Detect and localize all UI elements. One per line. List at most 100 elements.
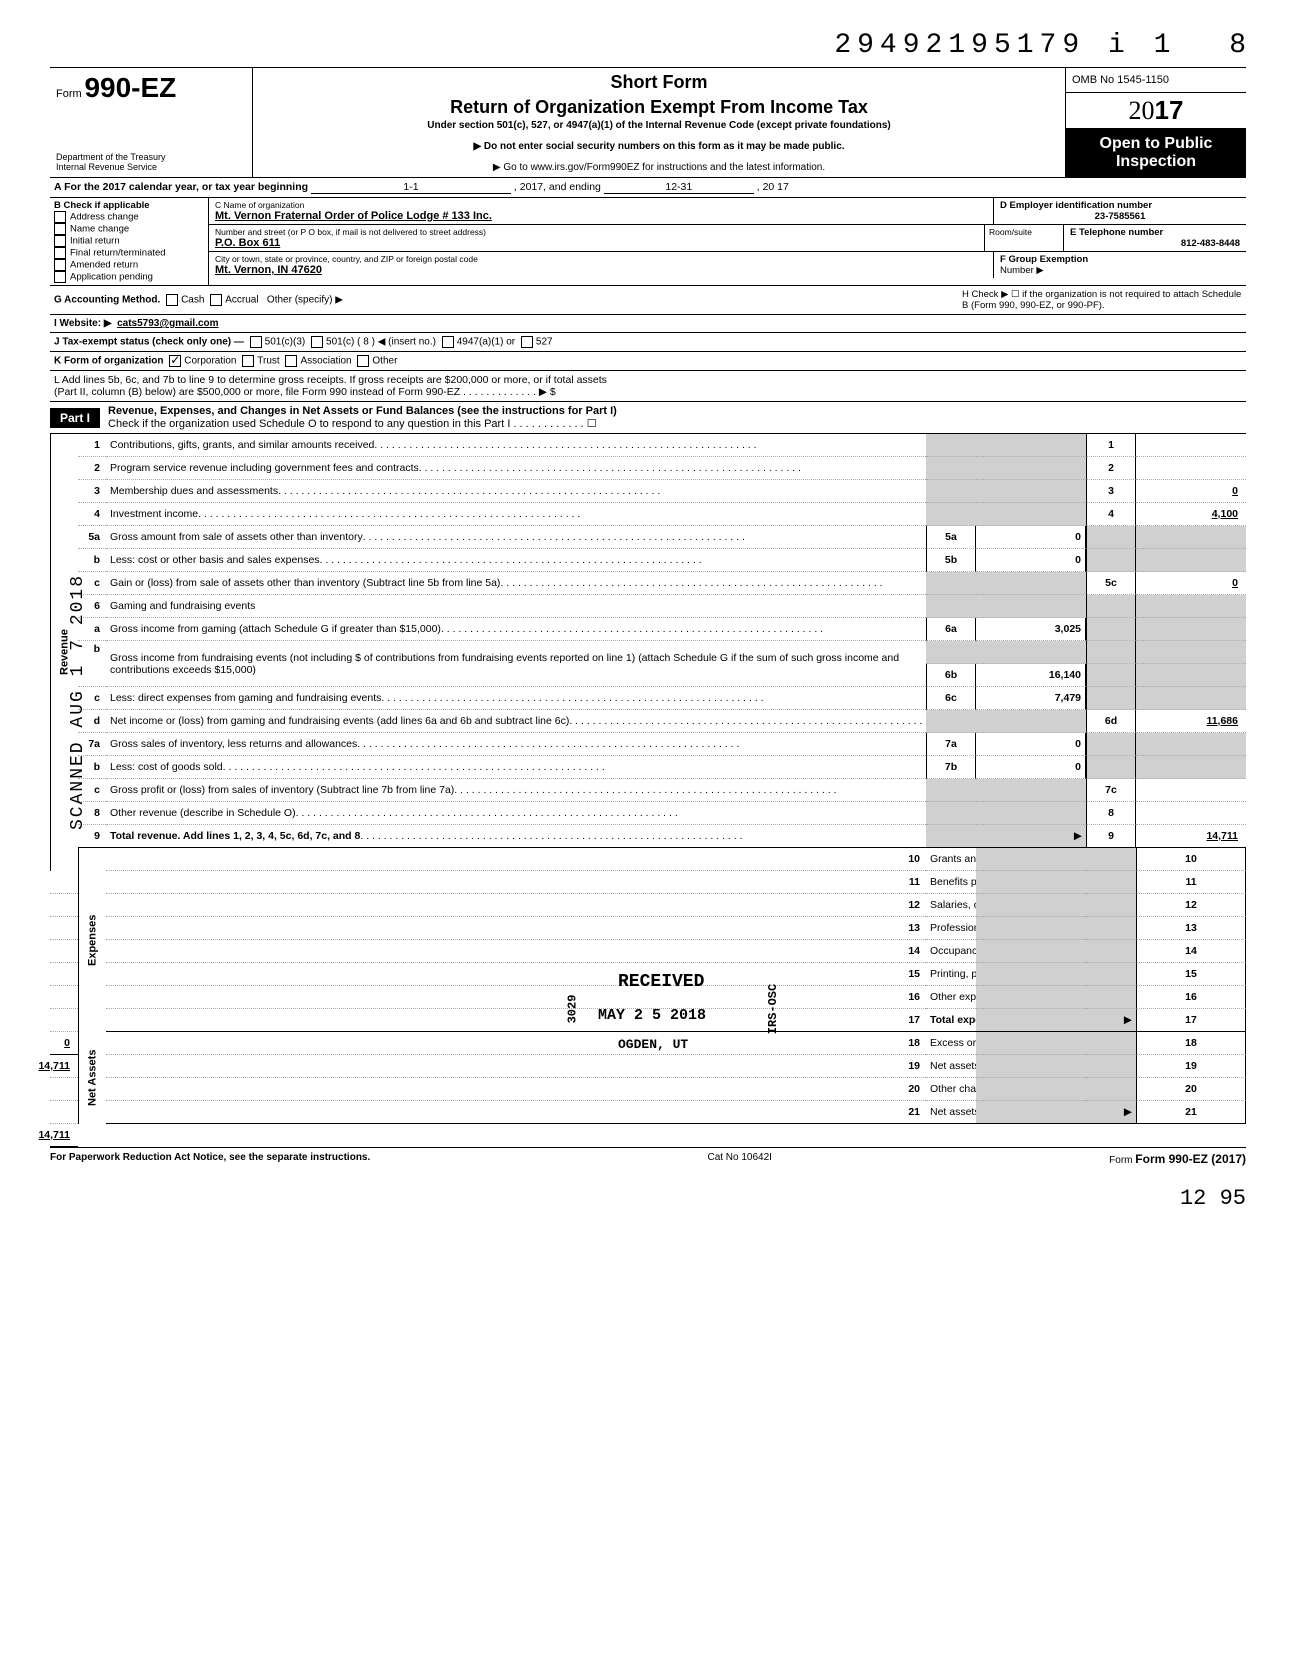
open-line1: Open to Public <box>1068 135 1244 153</box>
amt-2[interactable] <box>1136 457 1246 480</box>
chk-501c[interactable] <box>311 336 323 348</box>
arrow-9: ▶ <box>976 825 1086 848</box>
amt-20[interactable] <box>50 1101 78 1124</box>
amt-21[interactable]: 14,711 <box>50 1124 78 1147</box>
amt-19[interactable] <box>50 1078 78 1101</box>
short-form-title: Short Form <box>261 72 1057 93</box>
ln-1: 1 <box>78 434 106 457</box>
amt-7c[interactable] <box>1136 779 1246 802</box>
box-13: 13 <box>1136 917 1246 940</box>
part-1-title-block: Revenue, Expenses, and Changes in Net As… <box>100 402 625 433</box>
desc-18: Excess or (deficit) for the year (Subtra… <box>926 1032 976 1055</box>
chk-4947[interactable] <box>442 336 454 348</box>
amt-3[interactable]: 0 <box>1136 480 1246 503</box>
subamt-5b[interactable]: 0 <box>976 549 1086 572</box>
amt-11[interactable] <box>50 894 78 917</box>
amt-17[interactable]: 0 <box>50 1032 78 1055</box>
row-i-label: I Website: ▶ <box>54 318 112 329</box>
website-value[interactable]: cats5793@gmail.com <box>117 318 218 329</box>
org-name[interactable]: Mt. Vernon Fraternal Order of Police Lod… <box>215 210 987 222</box>
room-label: Room/suite <box>989 227 1059 237</box>
chk-501c3[interactable] <box>250 336 262 348</box>
sub-5b: 5b <box>926 549 976 572</box>
subamt-6c[interactable]: 7,479 <box>976 687 1086 710</box>
desc-11: Benefits paid to or for members <box>926 871 976 894</box>
year-prefix: 20 <box>1129 96 1155 125</box>
box-9: 9 <box>1086 825 1136 848</box>
city-value[interactable]: Mt. Vernon, IN 47620 <box>215 264 987 276</box>
ein-value[interactable]: 23-7585561 <box>1000 211 1240 222</box>
header-left: Form 990-EZ Department of the Treasury I… <box>50 68 253 177</box>
amt-5c[interactable]: 0 <box>1136 572 1246 595</box>
chk-527[interactable] <box>521 336 533 348</box>
amt-14[interactable] <box>50 963 78 986</box>
chk-address-change[interactable]: Address change <box>54 211 204 223</box>
ln-2: 2 <box>78 457 106 480</box>
form-prefix: Form <box>56 88 82 100</box>
street-cell: Number and street (or P O box, if mail i… <box>209 225 984 251</box>
subamt-6b[interactable]: 16,140 <box>976 664 1086 687</box>
street-value[interactable]: P.O. Box 611 <box>215 237 978 249</box>
desc-17: Total expenses. Add lines 10 through 16 <box>926 1009 976 1032</box>
desc-20: Other changes in net assets or fund bala… <box>926 1078 976 1101</box>
row-a-end[interactable]: 12-31 <box>604 181 754 194</box>
chk-trust[interactable] <box>242 355 254 367</box>
amt-15[interactable] <box>50 986 78 1009</box>
box-20: 20 <box>1136 1078 1246 1101</box>
amt-6d[interactable]: 11,686 <box>1136 710 1246 733</box>
amt-8[interactable] <box>1136 802 1246 825</box>
sub-6a: 6a <box>926 618 976 641</box>
amt-13[interactable] <box>50 940 78 963</box>
amt-9[interactable]: 14,711 <box>1136 825 1246 848</box>
desc-6d: Net income or (loss) from gaming and fun… <box>106 710 926 733</box>
subamt-6a[interactable]: 3,025 <box>976 618 1086 641</box>
chk-corporation[interactable] <box>169 355 181 367</box>
subamt-7a[interactable]: 0 <box>976 733 1086 756</box>
chk-accrual[interactable] <box>210 294 222 306</box>
omb-number: OMB No 1545-1150 <box>1066 68 1246 93</box>
box-16: 16 <box>1136 986 1246 1009</box>
chk-final-return[interactable]: Final return/terminated <box>54 247 204 259</box>
part-1-header: Part I Revenue, Expenses, and Changes in… <box>50 401 1246 434</box>
group-number-label: Number ▶ <box>1000 265 1240 276</box>
subamt-7b[interactable]: 0 <box>976 756 1086 779</box>
desc-15: Printing, publications, postage, and shi… <box>926 963 976 986</box>
header-center: Short Form Return of Organization Exempt… <box>253 68 1065 177</box>
box-14: 14 <box>1136 940 1246 963</box>
chk-amended-return[interactable]: Amended return <box>54 259 204 271</box>
box-5c: 5c <box>1086 572 1136 595</box>
amt-18[interactable]: 14,711 <box>50 1055 78 1078</box>
ln-17: 17 <box>106 1009 926 1032</box>
row-l-line2: (Part II, column (B) below) are $500,000… <box>54 386 1242 398</box>
tel-value[interactable]: 812-483-8448 <box>1070 238 1240 249</box>
subamt-5a[interactable]: 0 <box>976 526 1086 549</box>
amt-10[interactable] <box>50 871 78 894</box>
ln-16: 16 <box>106 986 926 1009</box>
desc-6: Gaming and fundraising events <box>106 595 926 618</box>
row-a-begin[interactable]: 1-1 <box>311 181 511 194</box>
chk-name-change[interactable]: Name change <box>54 223 204 235</box>
chk-application-pending[interactable]: Application pending <box>54 271 204 283</box>
header-right: OMB No 1545-1150 2017 Open to Public Ins… <box>1065 68 1246 177</box>
desc-14: Occupancy, rent, utilities, and maintena… <box>926 940 976 963</box>
chk-other[interactable] <box>357 355 369 367</box>
col-b-checkboxes: B Check if applicable Address change Nam… <box>50 198 209 285</box>
amt-16[interactable] <box>50 1009 78 1032</box>
desc-16: Other expenses (describe in Schedule O) <box>926 986 976 1009</box>
amt-1[interactable] <box>1136 434 1246 457</box>
vtab-net-assets: Net Assets <box>78 1032 106 1124</box>
open-line2: Inspection <box>1068 153 1244 171</box>
chk-cash[interactable] <box>166 294 178 306</box>
desc-6c: Less: direct expenses from gaming and fu… <box>106 687 926 710</box>
row-a-mid: , 2017, and ending <box>514 181 601 193</box>
box-19: 19 <box>1136 1055 1246 1078</box>
group-label: F Group Exemption <box>1000 254 1240 265</box>
row-l-line1: L Add lines 5b, 6c, and 7b to line 9 to … <box>54 374 1242 386</box>
ln-5b: b <box>78 549 106 572</box>
ein-cell: D Employer identification number 23-7585… <box>993 198 1246 224</box>
lines-grid: Revenue 1 Contributions, gifts, grants, … <box>50 434 1246 1147</box>
chk-initial-return[interactable]: Initial return <box>54 235 204 247</box>
amt-4[interactable]: 4,100 <box>1136 503 1246 526</box>
chk-association[interactable] <box>285 355 297 367</box>
amt-12[interactable] <box>50 917 78 940</box>
